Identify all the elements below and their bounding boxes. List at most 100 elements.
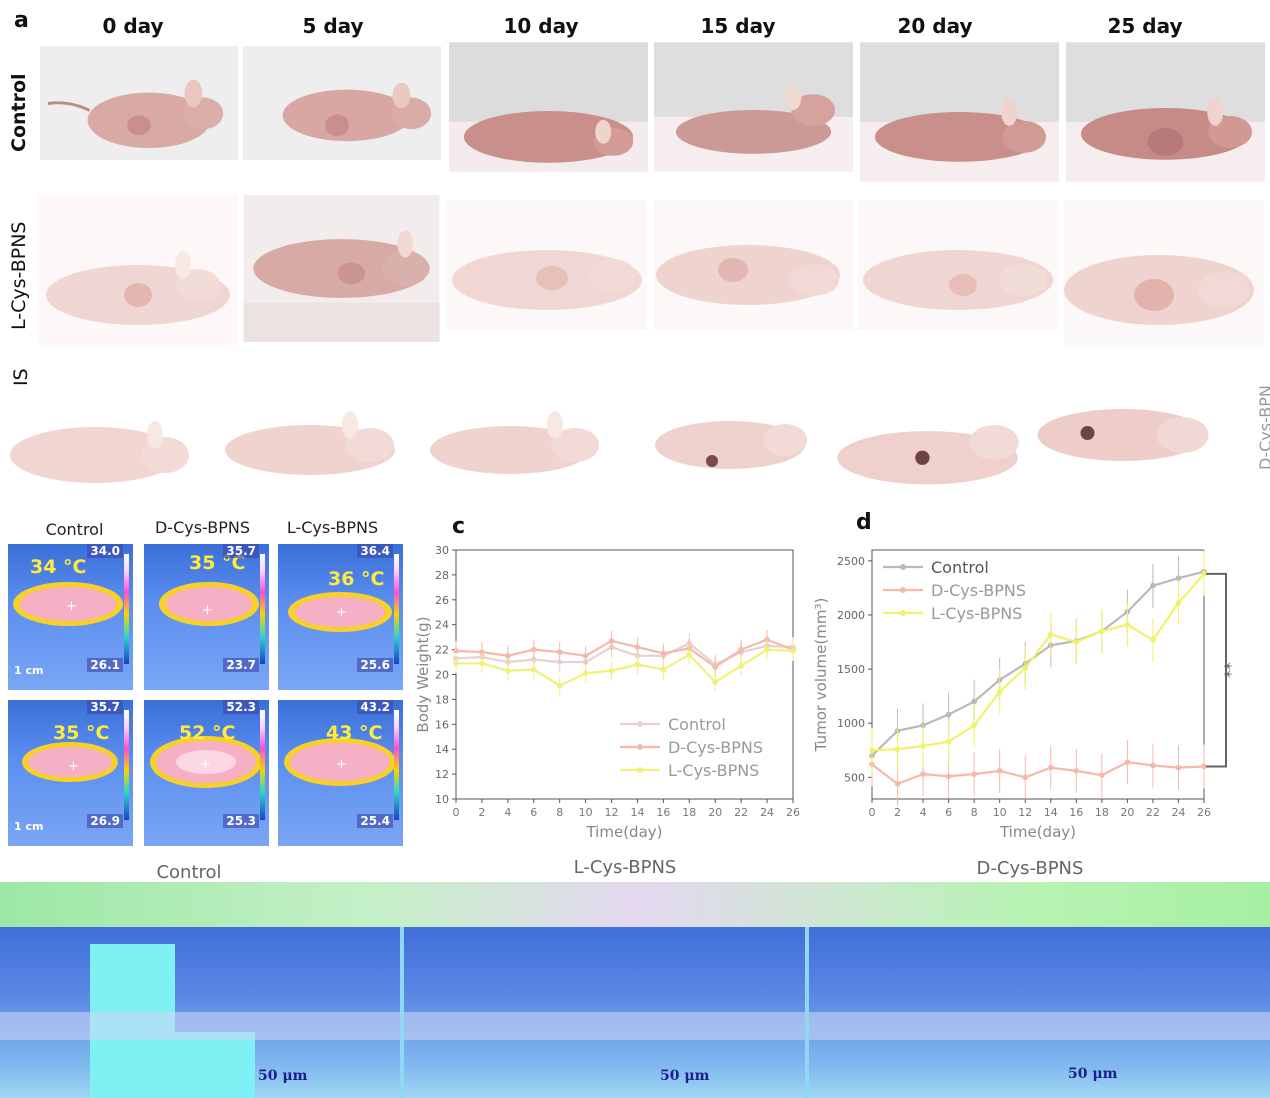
thermal-title-control: Control xyxy=(45,520,104,539)
data-point xyxy=(1175,575,1182,581)
thermal-colorbar xyxy=(394,710,399,820)
he-title-d-cys: D-Cys-BPNS xyxy=(976,858,1084,879)
x-tick-label: 22 xyxy=(734,806,748,819)
panel-a-letter: a xyxy=(14,8,29,33)
legend-label-1: D-Cys-BPNS xyxy=(931,581,1026,600)
scale-bar-label: 1 cm xyxy=(14,820,44,833)
x-tick-label: 18 xyxy=(682,806,696,819)
data-point xyxy=(1022,774,1029,781)
x-tick-label: 0 xyxy=(453,806,460,819)
data-point xyxy=(660,666,667,673)
legend-marker xyxy=(900,587,906,593)
x-tick-label: 12 xyxy=(1018,806,1032,819)
right-label-fragment: D-Cys-BPN xyxy=(1256,385,1270,470)
day-label-0: 0 day xyxy=(102,14,164,38)
svg-text:+: + xyxy=(202,603,213,618)
svg-text:+: + xyxy=(200,757,211,772)
svg-text:+: + xyxy=(336,605,347,620)
data-point xyxy=(971,771,977,777)
x-tick-label: 10 xyxy=(993,806,1007,819)
thermal-min: 25.4 xyxy=(357,814,393,828)
x-tick-label: 20 xyxy=(708,806,722,819)
x-tick-label: 2 xyxy=(894,806,901,819)
plot-frame xyxy=(871,549,1205,800)
y-tick-label: 30 xyxy=(435,544,449,557)
y-axis-label: Body Weight(g) xyxy=(414,616,432,732)
x-tick-label: 16 xyxy=(656,806,670,819)
data-point xyxy=(634,644,641,650)
row-label-d-cys-fragment: IS xyxy=(10,368,32,386)
data-point xyxy=(1124,759,1131,765)
x-axis-label: Time(day) xyxy=(999,823,1076,841)
scale-bar-label: 1 cm xyxy=(14,664,44,677)
x-tick-label: 22 xyxy=(1146,806,1160,819)
mouse-photo-d-cys-day5 xyxy=(210,395,410,495)
x-tick-label: 16 xyxy=(1069,806,1083,819)
thermal-colorbar xyxy=(124,710,129,820)
data-point xyxy=(505,667,511,674)
panel-d-letter: d xyxy=(856,510,872,535)
series-line-2 xyxy=(456,648,794,687)
x-tick-label: 0 xyxy=(869,806,876,819)
y-axis-label: Tumor volume(mm³) xyxy=(812,598,830,753)
data-point xyxy=(556,682,563,689)
data-point xyxy=(869,747,875,754)
thermal-image-control-post: + 35 °C 35.7 26.9 1 cm xyxy=(8,700,133,846)
x-tick-label: 24 xyxy=(760,806,774,819)
y-tick-label: 1000 xyxy=(837,717,865,730)
data-point xyxy=(686,651,693,658)
data-point xyxy=(479,660,485,667)
mouse-photo-l-cys-day15 xyxy=(653,200,853,330)
he-scale-label-2: 50 μm xyxy=(660,1068,710,1084)
y-tick-label: 20 xyxy=(435,669,449,682)
thermal-temp: 52 °C xyxy=(179,722,236,744)
y-tick-label: 28 xyxy=(435,569,449,582)
mouse-photo-l-cys-day20 xyxy=(858,200,1058,330)
legend-marker xyxy=(900,610,906,616)
mouse-photo-d-cys-day25 xyxy=(1030,395,1235,495)
legend-marker xyxy=(637,744,643,750)
data-point xyxy=(479,649,485,655)
data-point xyxy=(1201,763,1207,770)
data-point xyxy=(582,653,589,659)
y-tick-label: 14 xyxy=(435,743,449,756)
thermal-max: 52.3 xyxy=(223,700,259,714)
data-point xyxy=(945,773,952,780)
data-point xyxy=(1099,772,1105,778)
x-tick-label: 2 xyxy=(478,806,485,819)
mouse-photo-d-cys-day15 xyxy=(620,395,820,495)
data-point xyxy=(996,689,1003,695)
x-tick-label: 24 xyxy=(1171,806,1185,819)
data-point xyxy=(608,667,615,674)
x-axis-label: Time(day) xyxy=(585,823,662,841)
data-point xyxy=(894,781,901,787)
data-point xyxy=(530,646,537,653)
data-point xyxy=(738,646,744,653)
thermal-min: 26.1 xyxy=(87,658,123,672)
x-tick-label: 8 xyxy=(971,806,978,819)
data-point xyxy=(712,679,719,685)
data-point xyxy=(945,738,952,745)
mouse-photo-d-cys-day10 xyxy=(415,395,615,495)
data-point xyxy=(1150,637,1156,643)
legend-label-1: D-Cys-BPNS xyxy=(668,738,763,757)
row-label-l-cys: L-Cys-BPNS xyxy=(8,221,30,330)
data-point xyxy=(453,648,459,654)
thermal-min: 26.9 xyxy=(87,814,123,828)
data-point xyxy=(738,662,744,669)
thermal-image-d-cys-post: + 52 °C 52.3 25.3 xyxy=(144,700,269,846)
y-tick-label: 18 xyxy=(435,693,449,706)
x-tick-label: 14 xyxy=(1044,806,1058,819)
mouse-photo-control-day15 xyxy=(654,42,853,172)
mouse-photo-d-cys-day0 xyxy=(5,395,205,495)
mouse-photo-l-cys-day10 xyxy=(447,200,647,330)
svg-text:+: + xyxy=(336,757,347,772)
y-tick-label: 500 xyxy=(844,771,865,784)
data-point xyxy=(712,664,719,670)
day-label-10: 10 day xyxy=(503,14,579,38)
thermal-colorbar xyxy=(260,554,265,664)
x-tick-label: 20 xyxy=(1120,806,1134,819)
data-point xyxy=(790,648,796,654)
series-line-2 xyxy=(871,573,1205,752)
thermal-title-d-cys: D-Cys-BPNS xyxy=(154,518,251,537)
